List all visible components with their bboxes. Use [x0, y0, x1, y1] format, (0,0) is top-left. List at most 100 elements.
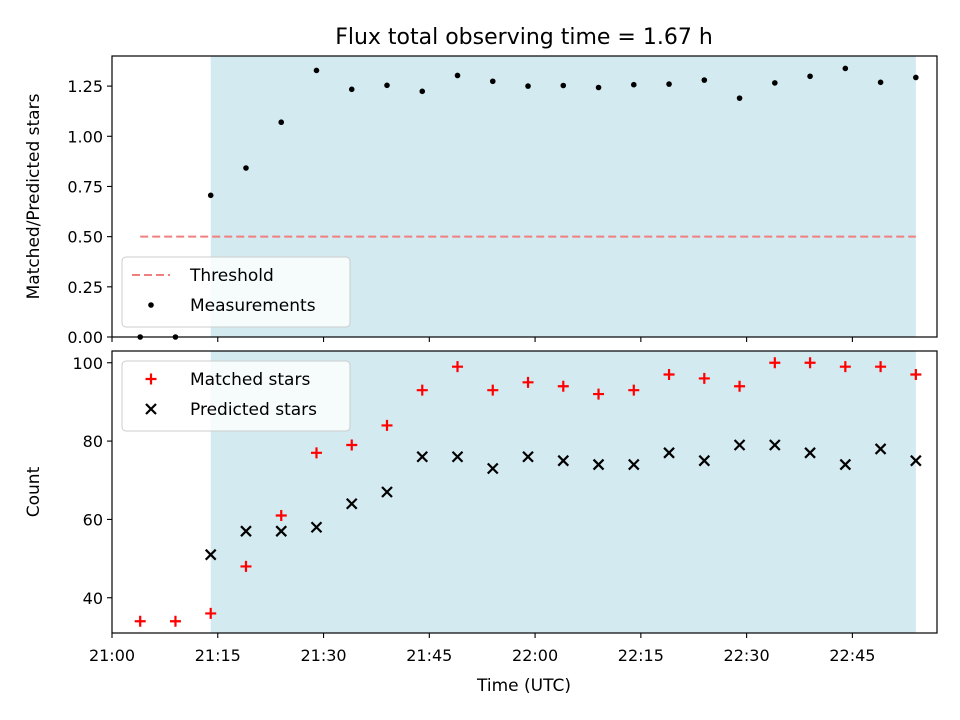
axes-frame	[111, 350, 938, 634]
predicted-stars-point	[204, 548, 217, 561]
y-tick-label: 1.00	[67, 127, 103, 146]
measurements-point	[877, 79, 884, 86]
measurements-point	[842, 65, 849, 72]
y-tick-label: 0.00	[67, 328, 103, 347]
measurements-point	[419, 88, 426, 95]
predicted-stars-point	[310, 521, 323, 534]
predicted-stars-point	[804, 447, 816, 459]
measurements-point	[525, 83, 531, 89]
measurements-point	[772, 80, 778, 86]
matched-stars-point	[240, 560, 252, 572]
y-tick-label: 0.50	[67, 228, 103, 247]
x-tick-label: 21:30	[300, 646, 346, 665]
y-tick-label: 1.25	[67, 77, 103, 96]
x-tick-label: 22:45	[829, 646, 875, 665]
matched-stars-point	[663, 369, 675, 380]
matched-stars-point	[205, 607, 217, 619]
matched-stars-point	[875, 361, 887, 373]
predicted-stars-point	[592, 458, 605, 471]
chart-title: Flux total observing time = 1.67 h	[335, 25, 713, 50]
y-tick-label: 100	[72, 354, 103, 373]
predicted-stars-point	[240, 525, 252, 537]
predicted-stars-point	[733, 439, 746, 451]
legend-marker	[145, 403, 157, 415]
legend-label: Matched stars	[190, 370, 310, 390]
measurements-point	[666, 81, 672, 87]
matched-stars-point	[628, 384, 640, 396]
x-tick-label: 22:30	[724, 646, 770, 665]
measurements-point	[560, 82, 567, 89]
predicted-stars-point	[698, 454, 711, 467]
x-tick-label: 21:15	[195, 646, 241, 665]
matched-stars-point	[557, 380, 569, 392]
measurements-point	[489, 78, 496, 85]
y-axis-label: Matched/Predicted stars	[24, 93, 44, 299]
measurements-point	[313, 67, 320, 74]
measurements-point	[807, 73, 813, 80]
matched-stars-point	[910, 369, 922, 380]
legend-marker	[145, 373, 157, 385]
matched-stars-point	[310, 447, 322, 459]
predicted-stars-point	[416, 450, 429, 463]
count-panel: 40 60 80 100 21:00 21:15 21:30 21:45 22:00 22:15 2…	[24, 350, 938, 665]
measurements-point	[207, 192, 214, 199]
matched-stars-point	[769, 357, 781, 369]
predicted-stars-point	[522, 450, 534, 463]
matched-stars-point	[416, 384, 428, 396]
predicted-stars-point	[486, 462, 499, 475]
matched-stars-point	[346, 439, 358, 451]
legend-box	[121, 256, 351, 328]
predicted-stars-point	[839, 458, 852, 471]
predicted-stars-point	[874, 443, 887, 455]
predicted-stars-point	[557, 454, 570, 467]
legend-marker	[148, 302, 154, 308]
matched-stars-point	[698, 372, 710, 384]
matched-stars-point	[839, 361, 851, 373]
x-tick-label: 22:15	[618, 646, 664, 665]
legend: Matched stars Predicted stars	[121, 360, 351, 432]
measurements-point	[348, 86, 355, 93]
matched-stars-point	[452, 361, 464, 373]
predicted-stars-point	[451, 450, 464, 463]
matched-stars-point	[804, 357, 816, 369]
predicted-stars-point	[275, 525, 288, 537]
matched-stars-point	[734, 380, 746, 392]
x-tick-label: 22:00	[512, 646, 558, 665]
y-axis-label: Count	[24, 466, 44, 517]
measurements-point	[913, 74, 919, 81]
predicted-stars-point	[345, 497, 358, 510]
measurements-point	[701, 77, 708, 83]
measurements-point	[384, 82, 390, 89]
legend-box	[121, 360, 351, 432]
predicted-stars-point	[381, 486, 393, 498]
predicted-stars-point	[769, 439, 781, 451]
y-tick-label: 80	[83, 432, 103, 451]
predicted-stars-point	[910, 454, 922, 467]
y-tick-label: 0.75	[67, 177, 103, 196]
matched-stars-point	[487, 384, 499, 396]
matched-stars-point	[522, 376, 534, 388]
legend-label: Threshold	[189, 266, 274, 286]
legend-label: Predicted stars	[190, 400, 317, 420]
measurements-point	[630, 81, 637, 88]
measurements-point	[243, 165, 249, 171]
measurements-point	[454, 72, 461, 79]
measurements-point	[595, 84, 602, 91]
predicted-stars-point	[663, 447, 675, 459]
matched-stars-point	[593, 388, 605, 400]
predicted-stars-point	[628, 458, 640, 471]
matched-stars-point	[169, 615, 181, 627]
axes-frame	[111, 55, 938, 338]
matched-stars-point	[381, 419, 393, 431]
x-axis-label: Time (UTC)	[476, 676, 571, 696]
y-tick-label: 40	[83, 589, 103, 608]
matched-stars-point	[275, 510, 287, 521]
ratio-panel: 0.00 0.25 0.50 0.75 1.00 1.25 Matched/Predicte…	[24, 55, 938, 347]
measurements-point	[736, 95, 743, 101]
legend-label: Measurements	[190, 296, 316, 316]
y-tick-label: 0.25	[67, 278, 103, 297]
x-tick-label: 21:00	[89, 646, 135, 665]
measurements-point	[278, 119, 285, 126]
matched-stars-point	[134, 615, 146, 627]
